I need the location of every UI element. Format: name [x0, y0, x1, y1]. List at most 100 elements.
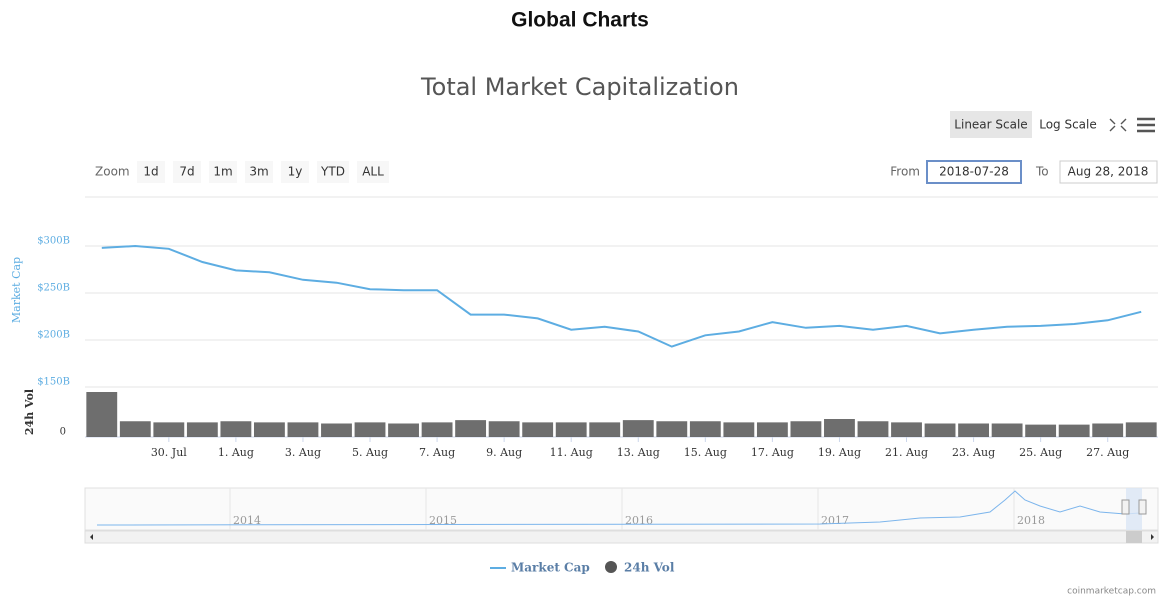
volume-bar: [857, 421, 889, 437]
chart-title: Total Market Capitalization: [420, 73, 739, 101]
scrollbar[interactable]: [84, 530, 1159, 544]
legend-label[interactable]: Market Cap: [511, 561, 590, 575]
x-tick-label: 1. Aug: [218, 446, 254, 459]
zoom-button-label[interactable]: 3m: [249, 165, 268, 179]
y-axis-title: Market Cap: [10, 257, 23, 323]
navigator-handle[interactable]: [1138, 499, 1147, 515]
navigator-handle[interactable]: [1121, 499, 1130, 515]
volume-bar: [220, 421, 252, 437]
zoom-button[interactable]: [137, 161, 165, 183]
legend-marker[interactable]: [605, 561, 617, 573]
volume-bar: [689, 421, 721, 437]
navigator-label: 2017: [821, 514, 849, 527]
zoom-button-label[interactable]: ALL: [362, 165, 384, 179]
volume-bar: [522, 422, 554, 437]
navigator-series: [96, 490, 1141, 526]
x-tick-label: 7. Aug: [419, 446, 455, 459]
zoom-button[interactable]: [281, 161, 309, 183]
navigator-label: 2014: [233, 514, 261, 527]
volume-bar: [589, 422, 621, 437]
fullscreen-icon[interactable]: [1109, 118, 1127, 132]
y-tick-label: $250B: [37, 283, 70, 294]
navigator-label: 2016: [625, 514, 653, 527]
to-label: To: [1035, 165, 1049, 179]
x-tick-label: 11. Aug: [550, 446, 593, 459]
scrollbar-thumb[interactable]: [1126, 531, 1142, 543]
credit: coinmarketcap.com: [1067, 587, 1156, 597]
log-scale-label[interactable]: Log Scale: [1039, 118, 1097, 132]
from-label: From: [890, 165, 920, 179]
to-value[interactable]: Aug 28, 2018: [1068, 165, 1149, 179]
volume-bar: [119, 421, 151, 437]
x-tick-label: 3. Aug: [285, 446, 321, 459]
volume-bar: [321, 423, 352, 437]
x-tick-label: 27. Aug: [1086, 446, 1129, 459]
volume-bar: [86, 392, 118, 437]
zoom-button-label[interactable]: 1m: [213, 165, 232, 179]
linear-scale-label[interactable]: Linear Scale: [954, 118, 1027, 132]
volume-bar: [756, 422, 788, 437]
volume-bar: [421, 422, 453, 437]
y-tick-label: $150B: [37, 377, 70, 388]
y-tick-label: $300B: [37, 236, 70, 247]
volume-bar: [488, 421, 520, 437]
volume-bar: [1125, 422, 1157, 437]
volume-bar: [622, 420, 654, 437]
x-tick-label: 5. Aug: [352, 446, 388, 459]
volume-bar: [1092, 423, 1124, 437]
navigator-window[interactable]: [1126, 488, 1142, 530]
volume-bar: [153, 422, 185, 437]
volume-bar: [824, 419, 855, 437]
from-value[interactable]: 2018-07-28: [939, 165, 1009, 179]
volume-bar: [1058, 424, 1090, 437]
volume-bar: [790, 421, 822, 437]
y-tick-label: $200B: [37, 330, 70, 341]
volume-bar: [1025, 424, 1057, 437]
to-input[interactable]: [1059, 160, 1158, 184]
volume-bar: [287, 422, 319, 437]
from-input[interactable]: [926, 160, 1022, 184]
navigator-label: 2015: [429, 514, 457, 527]
zoom-button[interactable]: [209, 161, 237, 183]
x-tick-label: 13. Aug: [617, 446, 660, 459]
volume-bar: [891, 422, 922, 437]
zoom-button[interactable]: [317, 161, 349, 183]
zoom-button[interactable]: [245, 161, 273, 183]
linear-scale-button[interactable]: [950, 111, 1032, 138]
navigator-label: 2018: [1017, 514, 1045, 527]
x-tick-label: 25. Aug: [1019, 446, 1062, 459]
legend-label[interactable]: 24h Vol: [624, 561, 675, 575]
y2-axis-title: 24h Vol: [23, 389, 36, 435]
volume-bar: [723, 422, 755, 437]
volume-bar: [958, 423, 990, 437]
plot-area: $150B $200B $250B $300B 0 30. Jul 1. Aug 3. Aug…: [37, 236, 1158, 459]
volume-bar: [656, 421, 688, 437]
scroll-left[interactable]: [90, 534, 93, 540]
x-tick-label: 9. Aug: [486, 446, 522, 459]
volume-bar: [354, 422, 386, 437]
volume-bar: [924, 423, 956, 437]
volume-bar: [186, 422, 218, 437]
zoom-button-label[interactable]: YTD: [320, 165, 345, 179]
x-tick-label: 15. Aug: [684, 446, 727, 459]
volume-bar: [991, 423, 1023, 437]
x-tick-label: 17. Aug: [751, 446, 794, 459]
zoom-button-label[interactable]: 1d: [143, 165, 158, 179]
x-tick-label: 23. Aug: [952, 446, 995, 459]
zoom-button-label[interactable]: 7d: [179, 165, 194, 179]
zoom-button[interactable]: [357, 161, 389, 183]
zoom-buttons: 1d 7d 1m 3m 1y YTD ALL: [137, 161, 389, 183]
volume-bar: [388, 423, 419, 437]
menu-icon[interactable]: [1137, 117, 1155, 133]
x-tick-label: 21. Aug: [885, 446, 928, 459]
zoom-label: Zoom: [95, 165, 130, 179]
scroll-right[interactable]: [1151, 534, 1154, 540]
volume-bar: [253, 422, 285, 437]
zoom-button[interactable]: [173, 161, 201, 183]
zoom-button-label[interactable]: 1y: [288, 165, 303, 179]
volume-bar: [455, 420, 487, 437]
y2-tick-label: 0: [60, 427, 66, 438]
x-tick-label: 30. Jul: [151, 446, 187, 459]
x-tick-label: 19. Aug: [818, 446, 861, 459]
